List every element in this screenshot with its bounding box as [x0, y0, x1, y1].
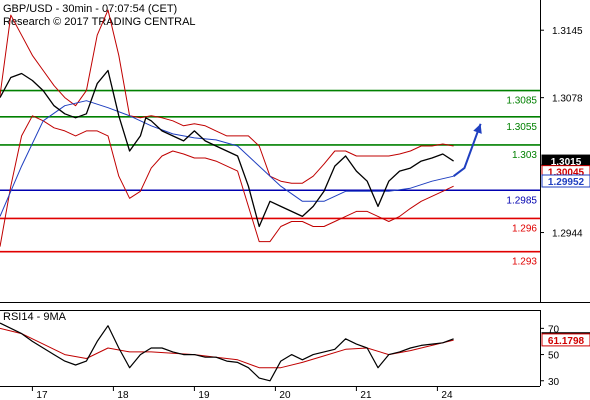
rsi-y-tick-label-2: 30	[548, 377, 560, 388]
price-value-box-2	[541, 174, 590, 188]
rsi-panel	[0, 322, 454, 382]
x-tick-label-1: 18	[117, 390, 129, 400]
x-tick-label-5: 24	[441, 390, 453, 400]
price-panel: 1.3085 1.3055 1.303 1.2985 1.296 1.293	[0, 9, 540, 268]
chart-subtitle: Research © 2017 TRADING CENTRAL	[3, 16, 196, 28]
price-value-label-1: 1.30045	[548, 168, 585, 179]
moving-average-line	[0, 100, 454, 217]
x-tick-label-4: 21	[360, 390, 372, 400]
frame	[0, 0, 590, 387]
x-tick-label-2: 19	[198, 390, 210, 400]
price-y-tick-label-3: 1.2944	[552, 229, 583, 240]
rsi-ma-line	[0, 327, 454, 369]
price-value-label-2: 1.29952	[548, 177, 585, 188]
level-label-2: 1.303	[512, 150, 537, 161]
rsi-y-tick-label-1: 50	[548, 351, 560, 362]
axes: 1.31451.30781.30111.29441.30151.300451.2…	[31, 26, 590, 400]
level-label-1: 1.3055	[506, 122, 537, 133]
lower-band-line	[0, 115, 454, 247]
level-label-5: 1.293	[512, 257, 537, 268]
level-label-0: 1.3085	[506, 96, 537, 107]
rsi-line	[0, 322, 454, 382]
chart-title: GBP/USD - 30min - 07:07:54 (CET)	[3, 3, 177, 15]
rsi-value-box-1	[541, 333, 590, 347]
projection-line	[453, 123, 482, 177]
x-tick-label-0: 17	[36, 390, 48, 400]
rsi-title: RSI14 - 9MA	[3, 311, 67, 323]
price-y-tick-label-0: 1.3145	[552, 26, 583, 37]
rsi-value-label-1: 61.1798	[548, 336, 585, 347]
level-label-4: 1.296	[512, 223, 537, 234]
price-value-label-0: 1.3015	[551, 157, 582, 168]
price-y-tick-label-1: 1.3078	[552, 94, 583, 105]
rsi-y-tick-label-0: 70	[548, 324, 560, 335]
x-tick-label-3: 20	[279, 390, 291, 400]
price-line	[0, 69, 454, 228]
level-label-3: 1.2985	[506, 195, 537, 206]
projection-arrowhead	[473, 123, 482, 134]
upper-band-line	[0, 9, 454, 184]
